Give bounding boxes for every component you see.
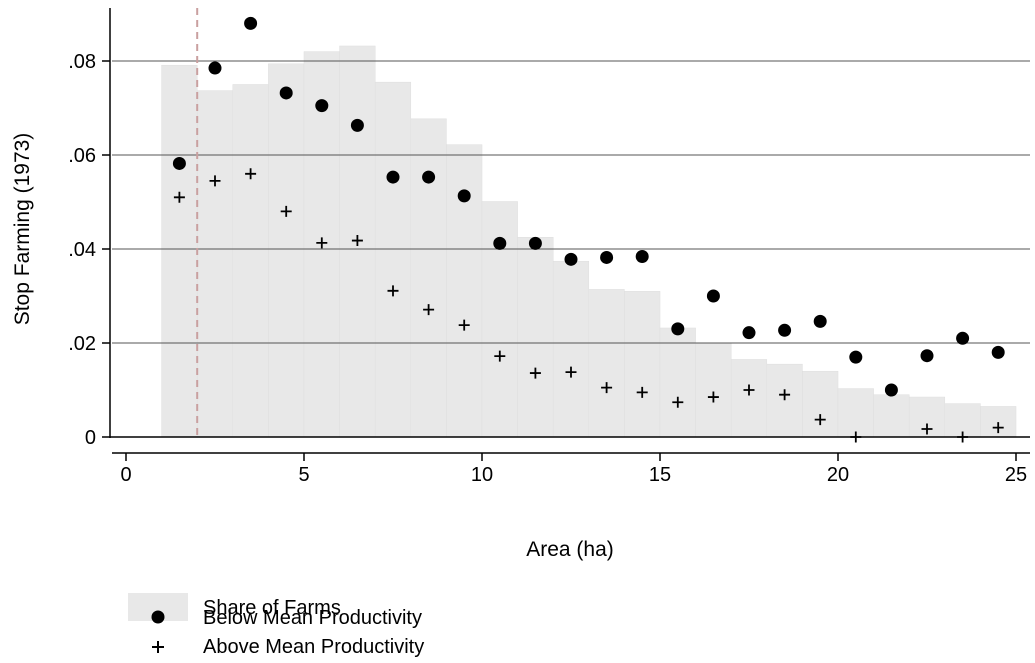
- legend-label-below-mean: Below Mean Productivity: [203, 607, 422, 629]
- histogram-bar: [624, 291, 661, 438]
- y-tick-label: .04: [68, 239, 96, 261]
- legend-marker-below-mean: [151, 610, 165, 624]
- x-tick-label: 20: [827, 464, 849, 486]
- below-mean-point: [350, 118, 364, 132]
- below-mean-point: [493, 236, 507, 250]
- y-tick-label: .08: [68, 51, 96, 73]
- y-axis-ticks: 0 .02 .04 .06 .08: [68, 51, 110, 449]
- below-mean-point: [600, 250, 614, 264]
- below-mean-point: [671, 322, 685, 336]
- histogram-bar: [837, 388, 874, 438]
- above-mean-point: [351, 235, 363, 247]
- above-mean-point: [458, 319, 470, 331]
- histogram-bar: [695, 342, 732, 438]
- above-mean-point: [565, 366, 577, 378]
- below-mean-point: [172, 156, 186, 170]
- above-mean-point: [779, 389, 791, 401]
- histogram-bar: [410, 118, 447, 438]
- above-mean-point: [494, 350, 506, 362]
- histogram-bar: [374, 81, 412, 438]
- y-tick-label: .02: [68, 333, 96, 355]
- histogram-bar: [802, 370, 839, 438]
- histogram-bar: [232, 84, 269, 438]
- below-mean-point: [564, 252, 578, 266]
- above-mean-point: [423, 304, 435, 316]
- below-mean-point: [528, 236, 542, 250]
- below-mean-point: [884, 383, 898, 397]
- histogram-bar: [161, 64, 198, 438]
- above-mean-point: [387, 285, 399, 297]
- histogram-bar: [908, 396, 946, 438]
- legend: Share of Farms Below Mean Productivity A…: [128, 593, 424, 658]
- legend-marker-above-mean: [152, 641, 164, 653]
- below-mean-point: [244, 16, 258, 30]
- histogram-bar: [552, 260, 590, 438]
- below-mean-point: [849, 350, 863, 364]
- histogram-bar: [268, 63, 305, 438]
- above-mean-point: [529, 367, 541, 379]
- above-mean-point: [245, 168, 257, 180]
- y-tick-label: .06: [68, 145, 96, 167]
- below-mean-point: [742, 326, 756, 340]
- y-tick-label: 0: [85, 427, 96, 449]
- y-axis-label: Stop Farming (1973): [11, 133, 34, 326]
- x-tick-label: 10: [471, 464, 493, 486]
- histogram-bar: [517, 237, 554, 438]
- below-mean-point: [208, 61, 222, 75]
- above-mean-points: [173, 168, 1004, 443]
- x-tick-label: 5: [298, 464, 309, 486]
- histogram-bar: [481, 201, 518, 438]
- above-mean-point: [992, 422, 1004, 434]
- below-mean-point: [813, 314, 827, 328]
- x-axis-label: Area (ha): [526, 538, 614, 561]
- histogram-bar: [944, 403, 981, 438]
- histogram-bar: [766, 363, 803, 438]
- below-mean-point: [315, 99, 329, 113]
- histogram-bar: [873, 394, 910, 438]
- above-mean-point: [280, 205, 292, 217]
- below-mean-point: [422, 170, 436, 184]
- above-mean-point: [672, 396, 684, 408]
- below-mean-point: [386, 170, 400, 184]
- below-mean-point: [920, 349, 934, 363]
- below-mean-point: [778, 323, 792, 337]
- axes: [109, 8, 1030, 454]
- x-tick-label: 15: [649, 464, 671, 486]
- above-mean-point: [707, 391, 719, 403]
- x-tick-label: 25: [1005, 464, 1027, 486]
- legend-label-share-of-farms: Share of Farms: [203, 597, 341, 619]
- legend-label-above-mean: Above Mean Productivity: [203, 636, 424, 658]
- histogram-bar: [588, 289, 625, 438]
- horizontal-gridlines: [112, 60, 1030, 344]
- below-mean-point: [279, 86, 293, 100]
- x-axis-ticks: 0 5 10 15 20 25: [120, 453, 1027, 486]
- above-mean-point: [743, 384, 755, 396]
- below-mean-point: [457, 189, 471, 203]
- above-mean-point: [814, 414, 826, 426]
- below-mean-points: [172, 16, 1005, 397]
- above-mean-point: [209, 175, 221, 187]
- histogram-bar: [196, 90, 234, 438]
- histogram-bars: [161, 45, 1017, 438]
- below-mean-point: [956, 331, 970, 345]
- above-mean-point: [921, 423, 933, 435]
- below-mean-point: [991, 345, 1005, 359]
- above-mean-point: [316, 237, 328, 249]
- histogram-bar: [659, 327, 696, 438]
- below-mean-point: [706, 289, 720, 303]
- histogram-bar: [730, 359, 768, 438]
- below-mean-point: [635, 250, 649, 264]
- above-mean-point: [601, 382, 613, 394]
- above-mean-point: [173, 191, 185, 203]
- x-tick-label: 0: [120, 464, 131, 486]
- histogram-bar: [446, 144, 483, 438]
- above-mean-point: [636, 386, 648, 398]
